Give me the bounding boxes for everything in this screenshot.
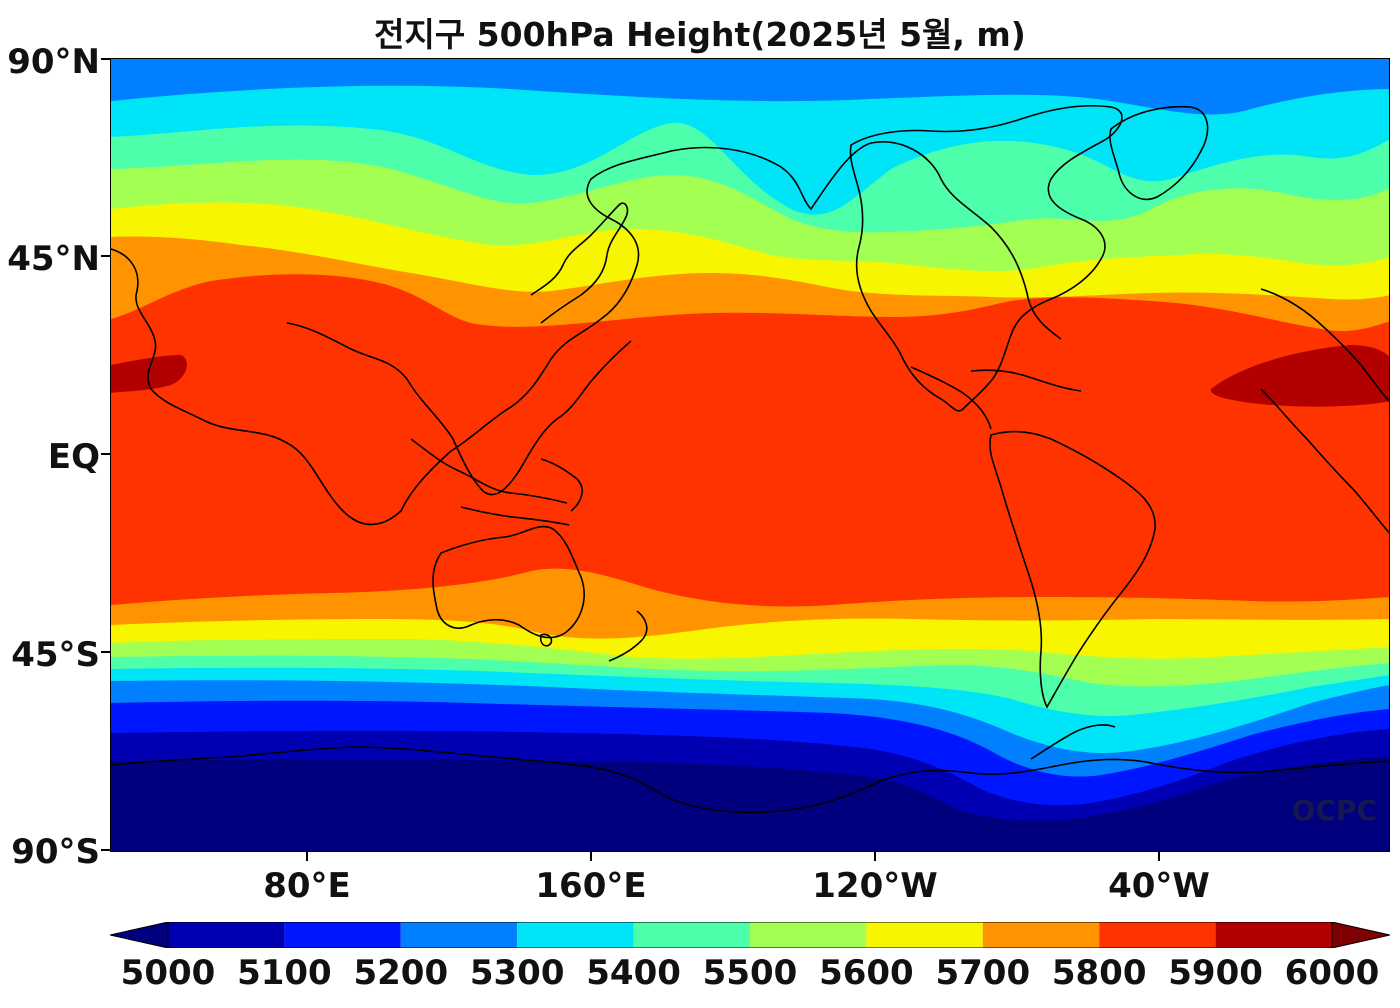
- band-6000-high-atlantic: [1210, 345, 1389, 407]
- x-tick-label: 40°W: [1108, 866, 1210, 906]
- colorbar-label: 5600: [819, 953, 914, 993]
- colorbar-segment: [168, 922, 285, 948]
- colorbar-segment: [1099, 922, 1216, 948]
- colorbar-segment: [400, 922, 518, 948]
- band-6000-high-arabia: [111, 355, 187, 393]
- coastlines: [111, 104, 1389, 814]
- colorbar-segment: [517, 922, 634, 948]
- x-tick-label: 80°E: [263, 866, 351, 906]
- colorbar-segment: [750, 922, 867, 948]
- y-tick-mark: [101, 255, 110, 257]
- colorbar-extend-max: [1331, 922, 1390, 948]
- colorbar-label: 5700: [935, 953, 1031, 993]
- colorbar-segment: [1215, 922, 1332, 948]
- colorbar-segment: [982, 922, 1100, 948]
- colorbar-label: 5900: [1168, 953, 1263, 993]
- colorbar-label: 5200: [353, 953, 449, 993]
- y-tick-mark: [101, 651, 110, 653]
- x-tick-mark: [874, 852, 876, 861]
- y-tick-mark: [101, 453, 110, 455]
- colorbar-label: 5000: [120, 953, 216, 993]
- colorbar: [110, 922, 1390, 948]
- x-tick-label: 160°E: [535, 866, 647, 906]
- colorbar-label: 5800: [1051, 953, 1147, 993]
- colorbar-label: 5300: [469, 953, 565, 993]
- colorbar-segment: [633, 922, 750, 948]
- map-panel[interactable]: OCPC: [110, 58, 1390, 852]
- y-tick-mark: [101, 849, 110, 851]
- colorbar-segment: [866, 922, 983, 948]
- colorbar-label: 5100: [237, 953, 332, 993]
- colorbar-label: 6000: [1284, 953, 1380, 993]
- colorbar-extend-min: [110, 922, 169, 948]
- y-tick-label: 45°S: [11, 635, 100, 675]
- y-tick-label: 90°S: [11, 832, 100, 872]
- colorbar-label: 5500: [702, 953, 798, 993]
- y-tick-label: 90°N: [7, 42, 100, 82]
- colorbar-segment: [284, 922, 401, 948]
- x-tick-mark: [590, 852, 592, 861]
- x-tick-mark: [306, 852, 308, 861]
- watermark-label: OCPC: [1291, 794, 1377, 827]
- x-tick-mark: [1158, 852, 1160, 861]
- band-5000-south: [111, 757, 1389, 851]
- x-tick-label: 120°W: [812, 866, 938, 906]
- y-tick-mark: [101, 58, 110, 60]
- colorbar-label: 5400: [586, 953, 681, 993]
- y-tick-label: EQ: [47, 437, 100, 477]
- map-title: 전지구 500hPa Height(2025년 5월, m): [374, 15, 1026, 54]
- height-contour-map: [111, 59, 1389, 851]
- y-tick-label: 45°N: [7, 239, 100, 279]
